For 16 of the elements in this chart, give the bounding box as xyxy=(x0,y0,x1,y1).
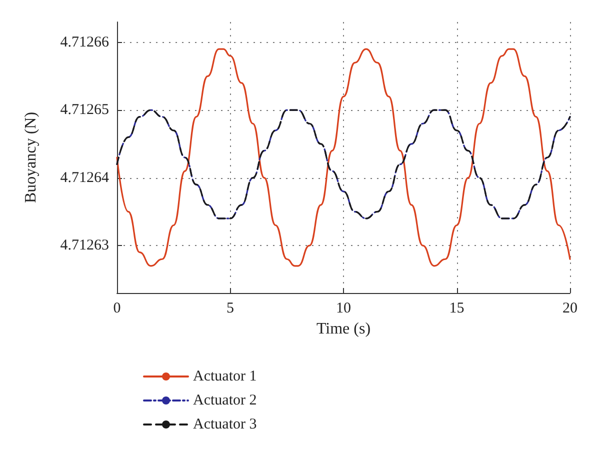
y-tick-label: 4.71263 xyxy=(60,238,109,254)
x-tick-label: 10 xyxy=(336,300,351,316)
y-tick-label: 4.71266 xyxy=(60,34,110,50)
x-tick-label: 20 xyxy=(562,300,578,316)
x-tick-label: 15 xyxy=(449,300,464,316)
line-series xyxy=(116,48,571,267)
line-series xyxy=(116,109,571,220)
legend-label: Actuator 2 xyxy=(193,392,257,408)
y-tick-label: 4.71264 xyxy=(60,170,110,186)
y-tick-label: 4.71265 xyxy=(60,102,109,118)
x-tick-label: 5 xyxy=(226,300,234,316)
x-axis-title: Time (s) xyxy=(316,320,371,338)
legend-label: Actuator 1 xyxy=(193,368,257,384)
y-axis-title: Buoyancy (N) xyxy=(22,112,40,204)
x-tick-label: 0 xyxy=(113,300,121,316)
legend-label: Actuator 3 xyxy=(193,416,257,432)
